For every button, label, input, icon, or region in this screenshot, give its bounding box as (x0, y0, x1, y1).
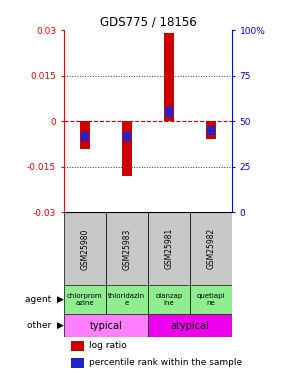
Bar (106, 212, 148, 285)
Bar (164, 33, 174, 121)
Bar (70, 341, 84, 351)
Text: percentile rank within the sample: percentile rank within the sample (89, 358, 242, 367)
Text: typical: typical (90, 321, 122, 331)
Bar (122, 121, 132, 176)
Bar (207, 126, 215, 135)
Bar (64, 314, 148, 338)
Bar (123, 132, 131, 141)
Bar (206, 121, 216, 140)
Text: agent  ▶: agent ▶ (25, 295, 64, 304)
Text: thioridazin
e: thioridazin e (108, 293, 146, 306)
Bar (81, 132, 89, 141)
Text: olanzap
ine: olanzap ine (155, 293, 182, 306)
Bar (190, 212, 232, 285)
Bar (64, 212, 106, 285)
Text: GSM25983: GSM25983 (122, 228, 131, 270)
Bar (106, 285, 148, 314)
Text: quetiapi
ne: quetiapi ne (197, 293, 225, 306)
Text: other  ▶: other ▶ (27, 321, 64, 330)
Bar (165, 108, 173, 117)
Bar (148, 285, 190, 314)
Text: GSM25982: GSM25982 (206, 228, 215, 270)
Bar (148, 314, 232, 338)
Bar (64, 285, 106, 314)
Text: chlorprom
azine: chlorprom azine (67, 293, 103, 306)
Text: GSM25980: GSM25980 (80, 228, 89, 270)
Text: atypical: atypical (171, 321, 209, 331)
Title: GDS775 / 18156: GDS775 / 18156 (99, 16, 196, 29)
Bar (70, 358, 84, 368)
Bar (79, 121, 90, 148)
Bar (148, 212, 190, 285)
Text: GSM25981: GSM25981 (164, 228, 173, 270)
Text: log ratio: log ratio (89, 341, 127, 350)
Bar (190, 285, 232, 314)
